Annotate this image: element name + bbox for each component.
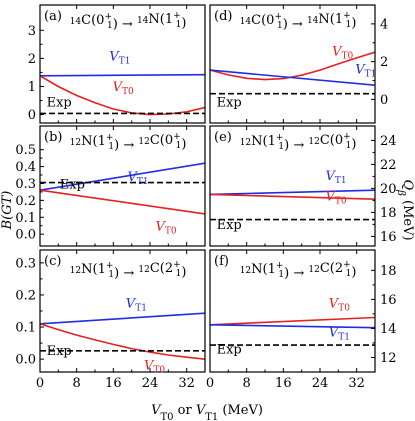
series-label-vt0: VT0: [326, 189, 347, 206]
transition-label: 14C(0+ 1) → 14N(1+ 1): [70, 11, 187, 32]
y-tick-label: 0.5: [15, 143, 36, 158]
x-axis-label: VT0 or VT1 (MeV): [151, 403, 263, 421]
panel-b: 0.0 0.1 0.2 0.3 0.4 0.5 (b) 12N(1+ 1) → 12C(0+ 1)…: [15, 125, 206, 247]
y-tick-label: 3: [28, 24, 36, 39]
series-label-vt0: VT0: [113, 80, 134, 97]
series-label-vt1: VT1: [126, 296, 147, 313]
y-tick-label: 0.0: [15, 228, 36, 243]
series-line-vt1: [210, 189, 375, 196]
series-line-vt0: [40, 323, 205, 360]
plot-frame: [39, 125, 206, 247]
series-line-vt0: [40, 189, 205, 215]
transition-label: 12N(1+ 1) → 12C(0+ 1): [240, 132, 357, 153]
panel-label: (d): [214, 9, 232, 24]
series-label-vt1: VT1: [329, 326, 350, 343]
y-tick-label: 0.2: [15, 288, 36, 303]
y-axis-right-label: Qβ (MeV): [396, 179, 415, 240]
transition-label: 12N(1+ 1) → 12C(2+ 1): [240, 260, 357, 281]
plot-frame: [209, 249, 376, 373]
y-tick-label: 18: [380, 206, 397, 221]
panel-c: 0.0 0.1 0.2 0.3 0 8 16 24 32 (c) 12N(1+ 1) → 12C(2+…: [15, 249, 206, 391]
series-label-vt1: VT1: [109, 49, 130, 66]
transition-label: 12N(1+ 1) → 12C(2+ 1): [70, 260, 187, 281]
y-tick-label: 0.3: [15, 177, 36, 192]
y-tick-label: 16: [380, 293, 397, 308]
y-tick-label: 0.4: [15, 160, 36, 175]
y-tick-label: 14: [380, 322, 397, 337]
x-tick-label: 32: [348, 376, 365, 391]
series-label-vt1: VT1: [127, 170, 148, 187]
transition-label: 14C(0+ 1) → 14N(1+ 1): [240, 11, 357, 32]
panel-label: (c): [44, 254, 61, 269]
series-label-exp: Exp: [47, 344, 72, 359]
x-tick-label: 0: [36, 376, 44, 391]
plot-frame: [209, 125, 376, 247]
x-tick-label: 8: [243, 376, 251, 391]
plot-frame: [39, 4, 206, 124]
series-line-vt0: [210, 316, 375, 326]
y-tick-label: 22: [380, 158, 397, 173]
series-label-exp: Exp: [217, 95, 242, 110]
series-label-exp: Exp: [60, 177, 85, 192]
series-line-vt1: [210, 69, 375, 86]
x-tick-label: 32: [178, 376, 195, 391]
y-tick-label: 0: [380, 93, 388, 108]
series-label-exp: Exp: [47, 95, 72, 110]
y-tick-label: 24: [380, 134, 397, 149]
y-tick-label: 12: [380, 351, 397, 366]
panel-label: (b): [44, 130, 62, 145]
x-tick-label: 24: [142, 376, 159, 391]
y-tick-label: 16: [380, 230, 397, 245]
panel-f: 12 14 16 18 0 8 16 24 32 (f) 12N(1+ 1) → 12C(2+ 1) VT…: [206, 249, 397, 391]
panel-label: (a): [44, 9, 62, 24]
y-tick-label: 20: [380, 182, 397, 197]
series-label-exp: Exp: [217, 343, 242, 358]
y-tick-label: 4: [380, 17, 388, 32]
series-label-vt1: VT1: [326, 169, 347, 186]
y-axis-left-label: B(GT): [0, 191, 15, 231]
panel-a: 0 1 2 3 (a) 14C(0+ 1) → 14N(1+ 1) VT1 VT0 Exp: [28, 4, 206, 124]
x-tick-label: 24: [312, 376, 329, 391]
series-label-vt0: VT0: [329, 296, 350, 313]
y-tick-label: 0.1: [15, 321, 36, 336]
series-line-vt1: [40, 312, 205, 325]
y-tick-label: 0.0: [15, 353, 36, 368]
series-label-vt0: VT0: [156, 219, 177, 236]
series-label-exp: Exp: [217, 218, 242, 233]
x-tick-label: 16: [105, 376, 122, 391]
x-tick-label: 8: [73, 376, 81, 391]
plot-frame: [209, 4, 376, 124]
panel-label: (e): [214, 130, 232, 145]
svg-text:Qβ (MeV): Qβ (MeV): [396, 179, 415, 240]
y-tick-label: 0.1: [15, 211, 36, 226]
series-line-vt1: [40, 73, 205, 77]
x-tick-label: 0: [206, 376, 214, 391]
transition-label: 12N(1+ 1) → 12C(0+ 1): [70, 132, 187, 153]
y-tick-label: 0: [28, 108, 36, 123]
y-tick-label: 18: [380, 264, 397, 279]
y-tick-label: 0.3: [15, 256, 36, 271]
series-label-vt1: VT1: [355, 62, 376, 79]
y-tick-label: 0.2: [15, 194, 36, 209]
panel-e: 16 18 20 22 24 (e) 12N(1+ 1) → 12C(0+ 1) VT1 VT0 Ex…: [209, 125, 397, 247]
series-label-vt0: VT0: [332, 45, 353, 62]
series-line-vt0: [210, 193, 375, 200]
x-tick-label: 16: [275, 376, 292, 391]
y-tick-label: 2: [28, 52, 36, 67]
panel-label: (f): [214, 254, 229, 269]
series-line-vt1: [40, 162, 205, 191]
series-line-vt1: [210, 324, 375, 329]
y-tick-label: 2: [380, 55, 388, 70]
series-label-vt0: VT0: [144, 359, 165, 376]
y-tick-label: 1: [28, 80, 36, 95]
